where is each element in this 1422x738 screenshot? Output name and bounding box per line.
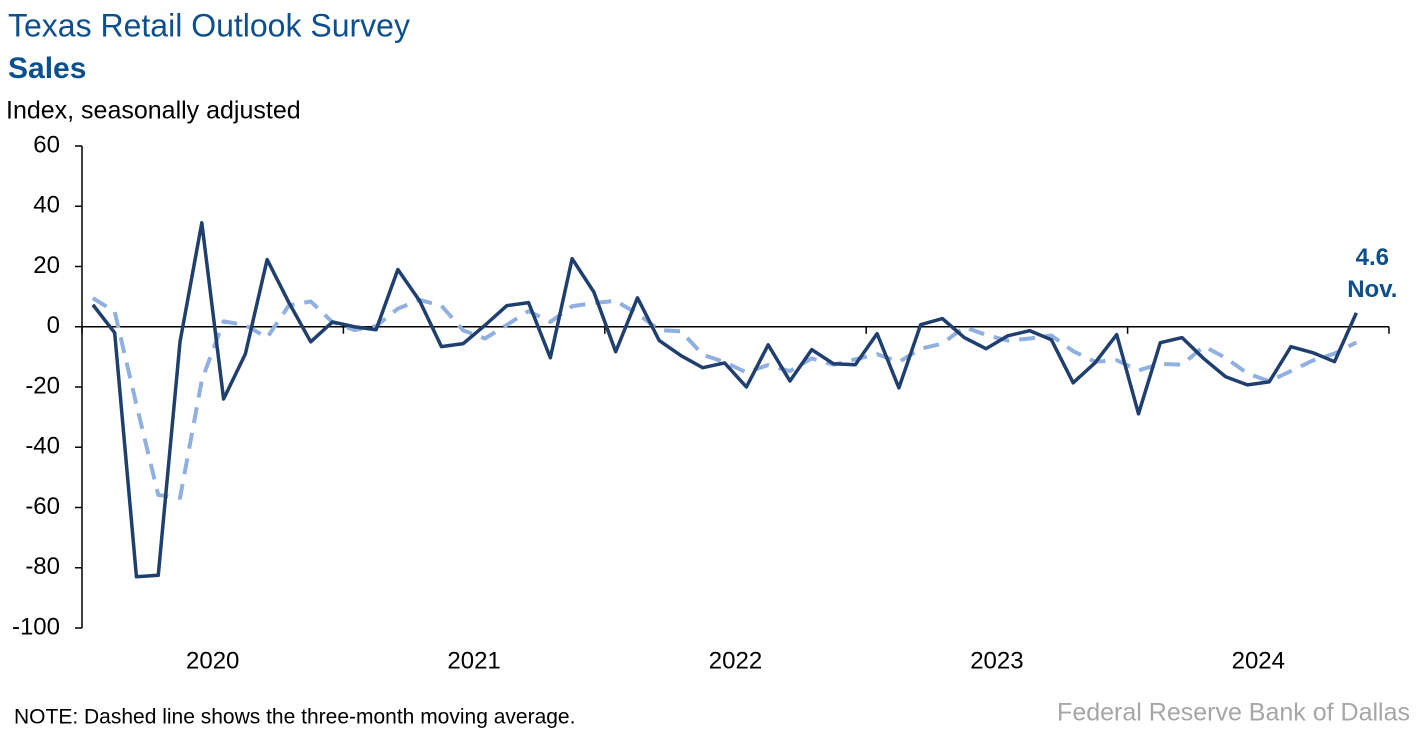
x-tick-label: 2024 (1232, 647, 1285, 674)
y-tick-label: 40 (33, 192, 60, 219)
annotation-month: Nov. (1347, 276, 1397, 303)
moving-average-line (91, 296, 1358, 500)
y-tick-label: -80 (25, 553, 60, 580)
y-axis-label: Index, seasonally adjusted (6, 97, 301, 125)
annotation-value: 4.6 (1356, 244, 1389, 271)
x-tick-label: 2021 (447, 647, 500, 674)
source: Federal Reserve Bank of Dallas (1057, 699, 1410, 727)
y-tick-label: 0 (47, 312, 60, 339)
sales-line (91, 221, 1358, 579)
x-tick-label: 2022 (709, 647, 762, 674)
note: NOTE: Dashed line shows the three-month … (14, 706, 575, 729)
y-tick-label: -100 (12, 613, 60, 640)
y-tick-label: 20 (33, 252, 60, 279)
x-tick-label: 2023 (970, 647, 1023, 674)
x-tick-label: 2020 (186, 647, 239, 674)
y-tick-label: -60 (25, 493, 60, 520)
chart-subtitle: Sales (8, 52, 86, 85)
y-tick-label: -40 (25, 433, 60, 460)
y-tick-label: 60 (33, 131, 60, 158)
chart-title: Texas Retail Outlook Survey (8, 7, 410, 43)
y-tick-label: -20 (25, 372, 60, 399)
